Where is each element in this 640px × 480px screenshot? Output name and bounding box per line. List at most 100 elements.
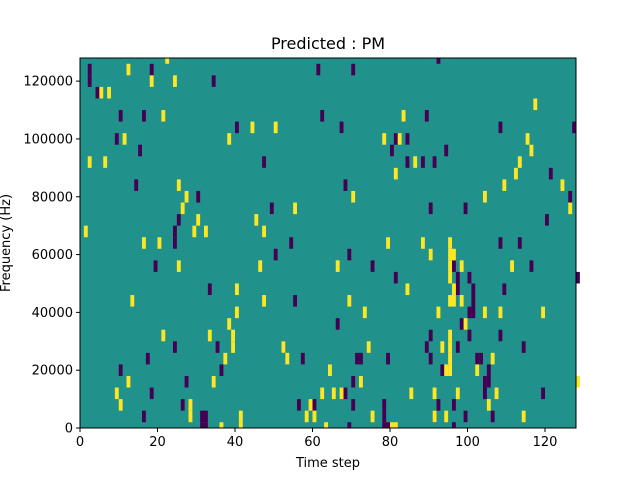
heatmap-cell-low [479, 352, 483, 365]
heatmap-cell-low [293, 295, 297, 307]
heatmap-cell-high [204, 225, 208, 238]
heatmap-cell-high [192, 225, 197, 238]
heatmap-cell-high [180, 202, 185, 215]
heatmap-cell-high [149, 75, 154, 87]
heatmap-cell-low [269, 202, 274, 215]
heatmap-cell-low [173, 225, 177, 238]
heatmap-cell-high [448, 329, 452, 342]
heatmap-cell-low [95, 86, 100, 99]
heatmap-cell-low [572, 121, 576, 134]
heatmap-cell-high [393, 167, 398, 180]
heatmap-cell-high [324, 422, 328, 428]
heatmap-cell-low [297, 399, 301, 411]
heatmap-cell-low [235, 121, 239, 134]
heatmap-cell-high [227, 318, 232, 330]
heatmap-cell-low [382, 399, 387, 411]
y-axis-label: Frequency (Hz) [0, 194, 14, 292]
heatmap-cell-high [452, 283, 456, 296]
heatmap-cell-low [483, 375, 487, 388]
heatmap-cell-low [211, 75, 216, 87]
heatmap-cell-high [262, 295, 266, 307]
heatmap-cell-low [355, 352, 359, 365]
heatmap-cell-high [529, 144, 534, 157]
heatmap-cell-low [153, 260, 158, 272]
heatmap-cell-high [448, 295, 452, 307]
heatmap-cell-low [316, 63, 321, 76]
heatmap-cell-low [541, 387, 545, 400]
heatmap-cell-high [448, 260, 452, 272]
heatmap-cell-low [138, 144, 142, 157]
heatmap-cell-low [347, 248, 352, 261]
chart-title: Predicted : PM [271, 34, 385, 53]
heatmap-cell-low [382, 422, 387, 428]
heatmap-cell-low [207, 283, 212, 296]
heatmap-cell-high [444, 410, 449, 423]
heatmap-cell-low [490, 410, 495, 423]
heatmap-cell-low [548, 167, 553, 180]
heatmap-cell-high [157, 237, 162, 249]
heatmap-cell-high [176, 260, 181, 272]
heatmap-cell-high [331, 387, 336, 400]
heatmap-cell-high [525, 133, 530, 145]
heatmap-cell-high [281, 341, 286, 353]
heatmap-cell-low [114, 133, 119, 145]
heatmap-cell-low [351, 63, 356, 76]
heatmap-cell-high [142, 237, 146, 249]
heatmap-cell-low [335, 318, 340, 330]
heatmap-cell-high [362, 306, 367, 319]
heatmap-cell-high [312, 410, 317, 423]
heatmap-cell-high [448, 352, 452, 365]
heatmap-cell-high [250, 121, 255, 134]
heatmap-cell-low [405, 133, 410, 145]
heatmap-cell-high [483, 306, 487, 319]
x-tick-label: 80 [382, 435, 399, 450]
heatmap-cell-low [343, 179, 348, 191]
heatmap-cell-low [118, 364, 123, 376]
heatmap-cell-high [188, 399, 193, 411]
heatmap-cell-low [467, 271, 472, 284]
heatmap-cell-low [568, 190, 573, 203]
heatmap-cell-low [134, 179, 139, 191]
heatmap-cell-high [448, 248, 452, 261]
heatmap-cell-high [347, 295, 352, 307]
heatmap-cell-high [335, 260, 340, 272]
heatmap-cell-low [320, 110, 325, 122]
heatmap-cell-low [370, 260, 375, 272]
heatmap-cell-low [486, 364, 491, 376]
heatmap-cell-low [351, 375, 356, 388]
heatmap-cell-low [475, 352, 480, 365]
heatmap-cell-high [273, 121, 278, 134]
x-tick-label: 0 [76, 435, 84, 450]
heatmap-cell-high [231, 341, 235, 353]
heatmap-cell-high [494, 387, 499, 400]
heatmap-cell-high [436, 306, 441, 319]
heatmap-cell-high [258, 260, 263, 272]
heatmap-cell-high [196, 214, 201, 226]
heatmap-cell-low [87, 63, 92, 76]
heatmap-cell-high [490, 352, 495, 365]
heatmap-cell-low [521, 341, 526, 353]
y-tick-label: 0 [65, 422, 73, 437]
heatmap-cell-low [359, 352, 363, 365]
y-tick-label: 60000 [32, 248, 73, 263]
heatmap-cell-low [471, 295, 476, 307]
heatmap-cell-low [463, 202, 468, 215]
heatmap-cell-low [289, 237, 294, 249]
heatmap-cell-high [161, 329, 166, 342]
heatmap-cell-low [440, 364, 445, 376]
heatmap-cell-high [517, 156, 522, 168]
heatmap-cell-high [231, 329, 235, 342]
heatmap-cell-low [545, 214, 549, 226]
heatmap-cell-high [463, 318, 468, 330]
y-tick-label: 100000 [23, 132, 73, 147]
heatmap-cell-high [521, 410, 526, 423]
heatmap-cell-high [339, 387, 344, 400]
heatmap-cell-low [173, 341, 177, 353]
heatmap-cell-high [320, 387, 325, 400]
heatmap-cell-low [471, 283, 476, 296]
heatmap-cell-low [498, 237, 503, 249]
heatmap-cell-high [448, 271, 452, 284]
heatmap-cell-high [83, 225, 88, 238]
heatmap-cell-high [99, 86, 104, 99]
heatmap-cell-high [118, 399, 123, 411]
